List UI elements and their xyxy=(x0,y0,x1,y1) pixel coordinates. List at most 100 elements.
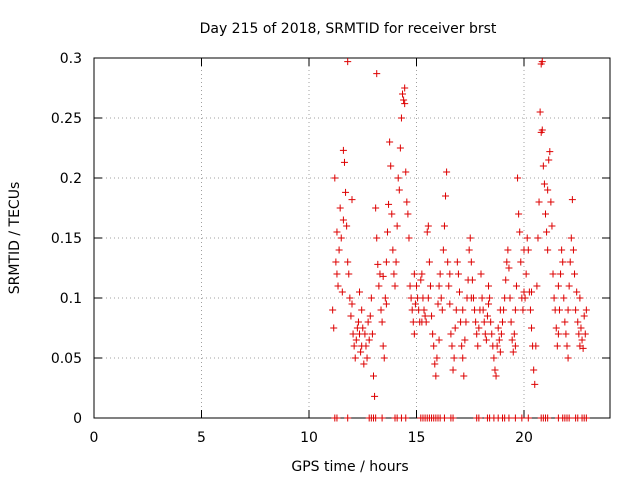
data-point xyxy=(582,306,590,314)
data-point xyxy=(483,312,491,320)
data-point xyxy=(453,258,461,266)
data-point xyxy=(396,144,404,152)
data-point xyxy=(505,264,513,272)
data-point xyxy=(391,282,399,290)
y-tick-label: 0.3 xyxy=(60,51,82,67)
data-point xyxy=(423,228,431,236)
data-point xyxy=(333,270,341,278)
data-point xyxy=(397,114,405,122)
data-point xyxy=(465,246,473,254)
data-point xyxy=(456,288,463,296)
data-point xyxy=(478,294,486,302)
data-point xyxy=(354,318,362,326)
data-point xyxy=(509,348,517,356)
data-point xyxy=(393,222,401,230)
data-point xyxy=(473,330,481,338)
data-point xyxy=(378,318,386,326)
data-point xyxy=(445,282,453,290)
data-point xyxy=(440,414,448,422)
data-point xyxy=(435,282,443,290)
data-point xyxy=(373,234,381,242)
data-point xyxy=(511,342,519,350)
data-point xyxy=(510,330,518,338)
data-point xyxy=(366,312,374,320)
data-point xyxy=(467,258,475,266)
data-point xyxy=(389,246,397,254)
data-point xyxy=(374,260,382,268)
data-point xyxy=(511,414,519,422)
data-point xyxy=(528,288,536,296)
data-point xyxy=(481,330,489,338)
data-point xyxy=(462,318,470,326)
data-point xyxy=(524,414,532,422)
data-point xyxy=(413,282,420,290)
data-point xyxy=(521,294,529,302)
data-point xyxy=(425,258,433,266)
data-point xyxy=(329,306,337,314)
data-point xyxy=(554,282,562,290)
data-point xyxy=(475,414,483,422)
data-point xyxy=(406,282,414,290)
data-point xyxy=(447,330,455,338)
y-tick-label: 0.1 xyxy=(60,291,82,307)
data-point xyxy=(386,138,394,146)
data-point xyxy=(430,342,438,350)
data-point xyxy=(548,222,556,230)
data-point xyxy=(488,330,496,338)
data-point xyxy=(581,330,589,338)
data-point xyxy=(547,198,555,206)
data-point xyxy=(439,246,447,254)
data-point xyxy=(477,270,485,278)
data-point xyxy=(507,318,515,326)
data-point xyxy=(554,330,562,338)
data-point xyxy=(429,330,437,338)
data-point xyxy=(446,270,454,278)
data-point xyxy=(330,324,338,332)
data-point xyxy=(362,342,370,350)
data-point xyxy=(508,336,516,344)
data-points xyxy=(329,58,590,422)
data-point xyxy=(344,258,352,266)
data-point xyxy=(454,270,462,278)
data-point xyxy=(497,330,505,338)
data-point xyxy=(378,414,386,422)
data-point xyxy=(402,414,410,422)
data-point xyxy=(555,306,563,314)
data-point xyxy=(388,210,396,218)
data-point xyxy=(410,270,418,278)
data-point xyxy=(503,258,511,266)
data-point xyxy=(335,246,343,254)
data-point xyxy=(333,228,341,236)
data-point xyxy=(539,162,547,170)
data-point xyxy=(343,222,351,230)
y-tick-label: 0.15 xyxy=(51,231,82,247)
data-point xyxy=(531,380,539,388)
data-point xyxy=(582,414,590,422)
data-point xyxy=(450,354,458,362)
y-tick-label: 0.2 xyxy=(60,171,82,187)
data-point xyxy=(502,276,510,284)
data-point xyxy=(431,360,439,368)
data-point xyxy=(340,158,348,166)
data-point xyxy=(372,414,380,422)
data-point xyxy=(408,306,416,314)
data-point xyxy=(402,168,410,176)
data-point xyxy=(428,312,436,320)
data-point xyxy=(401,100,409,108)
data-point xyxy=(559,258,567,266)
data-point xyxy=(493,342,501,350)
data-point xyxy=(346,294,354,302)
data-point xyxy=(532,342,540,350)
data-point xyxy=(383,228,391,236)
data-point xyxy=(519,306,527,314)
y-axis-label: SRMTID / TECUs xyxy=(7,182,23,295)
data-point xyxy=(553,342,561,350)
y-tick-label: 0.25 xyxy=(51,111,82,127)
data-point xyxy=(561,318,569,326)
data-point xyxy=(577,324,585,332)
data-point xyxy=(574,318,582,326)
data-point xyxy=(451,324,459,332)
data-point xyxy=(565,282,573,290)
data-point xyxy=(387,162,395,170)
data-point xyxy=(523,234,531,242)
